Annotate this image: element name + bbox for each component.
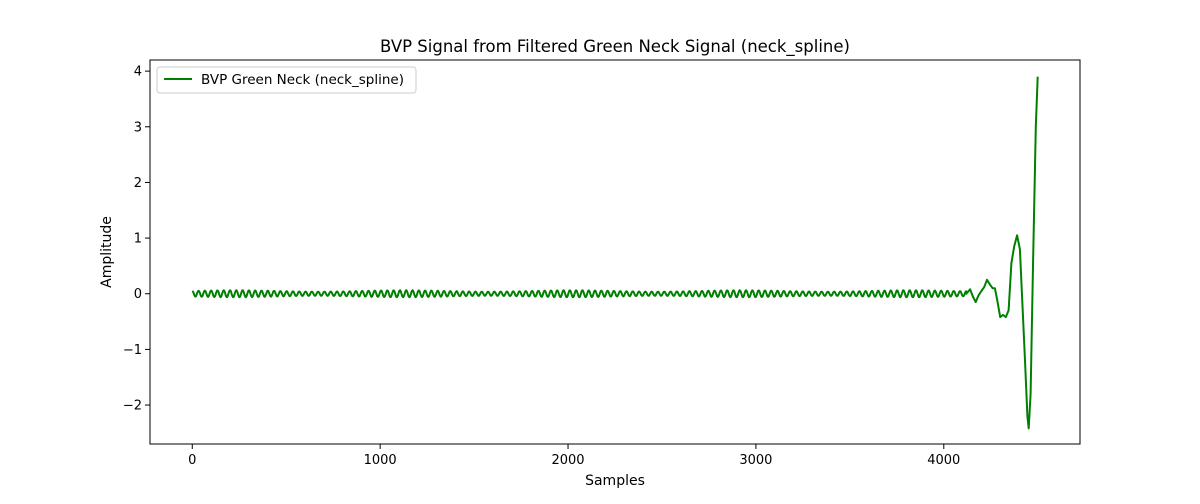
plot-frame [149, 59, 1081, 445]
y-tick-label: 2 [134, 176, 142, 191]
x-tick-label: 3000 [739, 453, 772, 468]
y-tick-label: 1 [134, 232, 142, 247]
legend: BVP Green Neck (neck_spline) [156, 66, 417, 94]
x-tick-label: 0 [188, 453, 196, 468]
legend-label: BVP Green Neck (neck_spline) [201, 72, 404, 88]
y-tick-label: −1 [123, 343, 142, 358]
x-tick-label: 2000 [551, 453, 584, 468]
x-tick-label: 4000 [927, 453, 960, 468]
y-tick-label: 4 [134, 65, 142, 80]
y-tick-label: 0 [134, 287, 142, 302]
chart-title: BVP Signal from Filtered Green Neck Sign… [380, 37, 850, 57]
x-axis-label: Samples [585, 473, 645, 489]
x-tick-label: 1000 [364, 453, 397, 468]
x-axis: 0 1000 2000 3000 4000 [188, 444, 960, 468]
y-tick-label: 3 [134, 120, 142, 135]
y-axis-label: Amplitude [99, 216, 115, 288]
series-line-bvp-green-neck [191, 76, 1039, 430]
y-tick-label: −2 [123, 399, 142, 414]
plot-layer [191, 76, 1039, 430]
y-axis: −2 −1 0 1 2 3 4 [123, 65, 150, 414]
legend-box [156, 66, 417, 94]
